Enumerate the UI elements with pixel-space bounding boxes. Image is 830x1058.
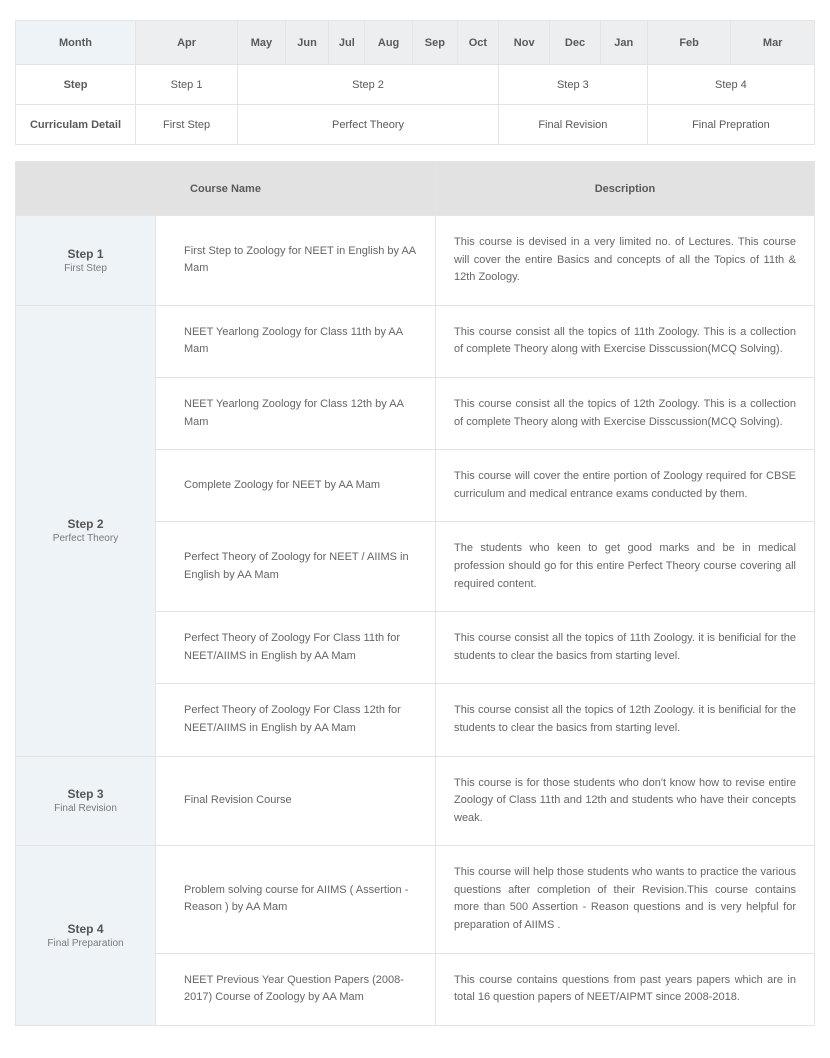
- course-header-row: Course Name Description: [16, 162, 815, 216]
- detail-cell: Perfect Theory: [238, 105, 499, 145]
- detail-row: Curriculam Detail First Step Perfect The…: [16, 105, 815, 145]
- detail-cell: First Step: [136, 105, 238, 145]
- step-cell: Step 4: [647, 65, 814, 105]
- month-cell: Dec: [550, 21, 600, 65]
- step-cell: Step 3: [498, 65, 647, 105]
- table-row: Step 4 Final Preparation Problem solving…: [16, 846, 815, 953]
- month-header-label: Month: [16, 21, 136, 65]
- course-name-header: Course Name: [16, 162, 436, 216]
- course-desc: This course consist all the topics of 11…: [436, 612, 815, 684]
- course-desc: This course will cover the entire portio…: [436, 450, 815, 522]
- month-cell: Jun: [285, 21, 329, 65]
- table-row: Step 2 Perfect Theory NEET Yearlong Zool…: [16, 305, 815, 377]
- detail-row-label: Curriculam Detail: [16, 105, 136, 145]
- course-name: First Step to Zoology for NEET in Englis…: [156, 216, 436, 306]
- course-desc: This course consist all the topics of 12…: [436, 377, 815, 449]
- step4-label: Step 4 Final Preparation: [16, 846, 156, 1026]
- course-desc: This course is devised in a very limited…: [436, 216, 815, 306]
- course-name: Problem solving course for AIIMS ( Asser…: [156, 846, 436, 953]
- month-cell: Apr: [136, 21, 238, 65]
- step-subtitle: Final Preparation: [16, 938, 155, 949]
- table-row: Step 3 Final Revision Final Revision Cou…: [16, 756, 815, 846]
- step-title: Step 2: [16, 517, 155, 531]
- month-cell: Aug: [365, 21, 413, 65]
- month-cell: May: [238, 21, 286, 65]
- step-subtitle: Perfect Theory: [16, 533, 155, 544]
- course-name: NEET Previous Year Question Papers (2008…: [156, 953, 436, 1025]
- course-desc: This course contains questions from past…: [436, 953, 815, 1025]
- course-table: Course Name Description Step 1 First Ste…: [15, 161, 815, 1026]
- table-row: Step 1 First Step First Step to Zoology …: [16, 216, 815, 306]
- step-title: Step 1: [16, 247, 155, 261]
- course-name: NEET Yearlong Zoology for Class 11th by …: [156, 305, 436, 377]
- course-desc: This course is for those students who do…: [436, 756, 815, 846]
- month-cell: Jul: [329, 21, 365, 65]
- course-desc: This course will help those students who…: [436, 846, 815, 953]
- course-desc-header: Description: [436, 162, 815, 216]
- month-cell: Oct: [457, 21, 498, 65]
- month-cell: Sep: [412, 21, 457, 65]
- course-name: Perfect Theory of Zoology for NEET / AII…: [156, 522, 436, 612]
- step-row: Step Step 1 Step 2 Step 3 Step 4: [16, 65, 815, 105]
- step1-label: Step 1 First Step: [16, 216, 156, 306]
- step-row-label: Step: [16, 65, 136, 105]
- month-header-row: Month Apr May Jun Jul Aug Sep Oct Nov De…: [16, 21, 815, 65]
- step-title: Step 3: [16, 787, 155, 801]
- month-cell: Nov: [498, 21, 550, 65]
- course-name: Complete Zoology for NEET by AA Mam: [156, 450, 436, 522]
- course-name: Perfect Theory of Zoology For Class 12th…: [156, 684, 436, 756]
- course-desc: This course consist all the topics of 12…: [436, 684, 815, 756]
- month-cell: Feb: [647, 21, 731, 65]
- step-cell: Step 2: [238, 65, 499, 105]
- course-desc: This course consist all the topics of 11…: [436, 305, 815, 377]
- step-subtitle: Final Revision: [16, 803, 155, 814]
- month-step-table: Month Apr May Jun Jul Aug Sep Oct Nov De…: [15, 20, 815, 145]
- step-cell: Step 1: [136, 65, 238, 105]
- detail-cell: Final Prepration: [647, 105, 814, 145]
- step-title: Step 4: [16, 922, 155, 936]
- detail-cell: Final Revision: [498, 105, 647, 145]
- course-desc: The students who keen to get good marks …: [436, 522, 815, 612]
- step-subtitle: First Step: [16, 263, 155, 274]
- course-name: Perfect Theory of Zoology For Class 11th…: [156, 612, 436, 684]
- month-cell: Mar: [731, 21, 815, 65]
- course-name: Final Revision Course: [156, 756, 436, 846]
- course-name: NEET Yearlong Zoology for Class 12th by …: [156, 377, 436, 449]
- step2-label: Step 2 Perfect Theory: [16, 305, 156, 756]
- month-cell: Jan: [600, 21, 647, 65]
- step3-label: Step 3 Final Revision: [16, 756, 156, 846]
